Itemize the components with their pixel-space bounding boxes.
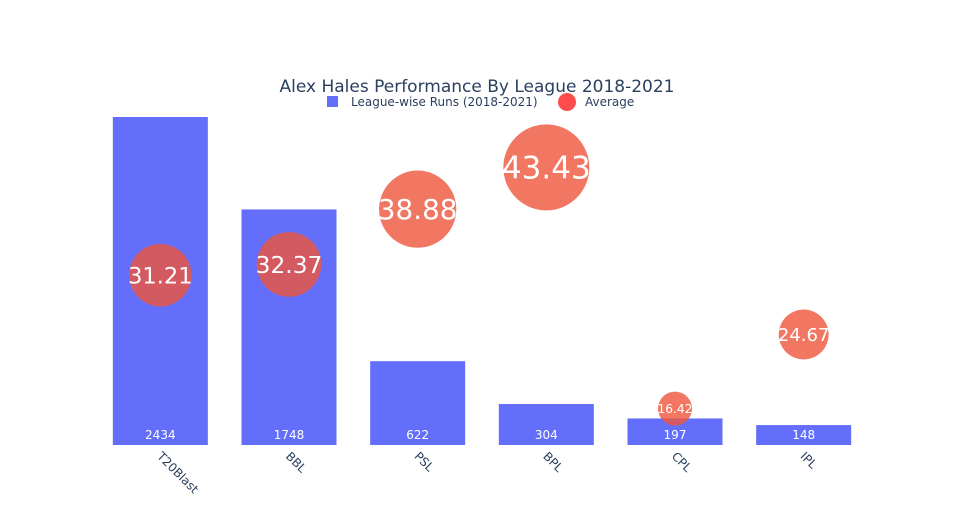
bar-value-label: 148	[792, 428, 815, 442]
average-bubble-ipl[interactable]	[778, 309, 829, 360]
average-series: 31.21 32.37 38.88 43.43 16.42 24.67	[128, 124, 830, 426]
x-axis-ticks: T20Blast BBL PSL BPL CPL IPL	[154, 449, 821, 497]
average-value-label: 32.37	[256, 252, 323, 279]
bar-ipl[interactable]	[756, 425, 852, 445]
average-bubble-cpl[interactable]	[658, 391, 692, 426]
legend[interactable]: League-wise Runs (2018-2021) Average	[327, 93, 634, 111]
x-tick-label: T20Blast	[154, 449, 202, 497]
average-bubble-t20blast[interactable]	[129, 243, 192, 307]
legend-label-average: Average	[585, 95, 634, 109]
bar-value-labels: 2434 1748 622 304 197 148	[145, 428, 815, 442]
bar-psl[interactable]	[370, 361, 466, 445]
bar-value-label: 304	[535, 428, 558, 442]
bar-bpl[interactable]	[498, 404, 594, 445]
legend-label-runs: League-wise Runs (2018-2021)	[351, 95, 538, 109]
average-bubble-psl[interactable]	[379, 170, 457, 248]
average-value-label: 24.67	[778, 325, 830, 346]
legend-swatch-runs	[327, 96, 338, 107]
average-value-label: 43.43	[502, 151, 591, 187]
bar-value-label: 1748	[274, 428, 305, 442]
chart-title: Alex Hales Performance By League 2018-20…	[279, 77, 674, 97]
legend-swatch-average	[558, 93, 576, 111]
bar-value-label: 2434	[145, 428, 176, 442]
average-value-label: 31.21	[128, 263, 192, 289]
bar-value-label: 197	[664, 428, 687, 442]
legend-item-runs[interactable]: League-wise Runs (2018-2021)	[327, 95, 538, 109]
average-value-label: 38.88	[378, 193, 458, 226]
average-bubble-bbl[interactable]	[256, 232, 322, 297]
legend-item-average[interactable]: Average	[558, 93, 634, 111]
x-tick-label: PSL	[412, 449, 437, 474]
x-tick-label: BBL	[283, 449, 309, 475]
x-tick-label: CPL	[669, 449, 695, 475]
average-bubble-bpl[interactable]	[503, 124, 590, 211]
x-tick-label: BPL	[540, 449, 566, 475]
x-tick-label: IPL	[798, 449, 820, 471]
bar-value-label: 622	[406, 428, 429, 442]
average-value-label: 16.42	[658, 402, 693, 416]
bar-series	[112, 117, 852, 445]
